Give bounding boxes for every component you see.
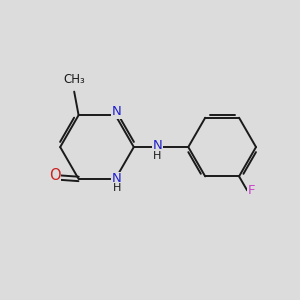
Text: N: N (112, 105, 122, 118)
Text: H: H (113, 183, 121, 193)
Text: N: N (112, 172, 122, 185)
Text: H: H (153, 151, 161, 161)
Text: CH₃: CH₃ (63, 73, 85, 86)
Text: F: F (248, 184, 255, 197)
Text: N: N (152, 140, 162, 152)
Text: O: O (49, 169, 60, 184)
